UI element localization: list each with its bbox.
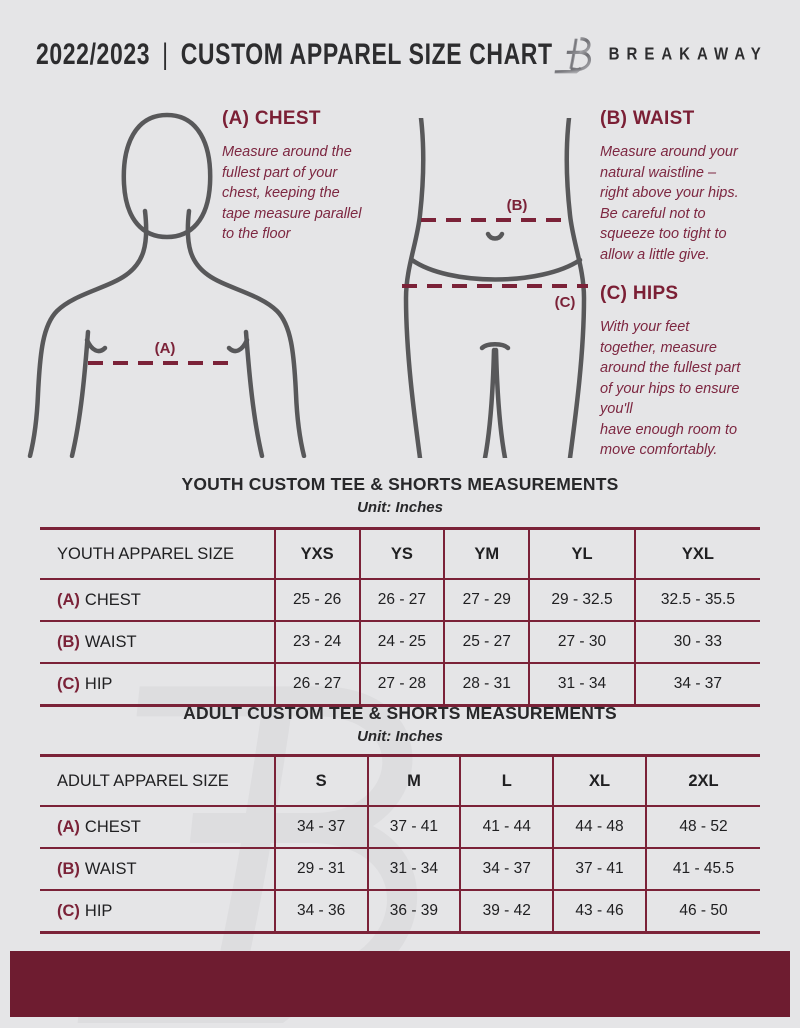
cell-value: 31 - 34 [528, 663, 635, 706]
cell-value: 31 - 34 [366, 848, 461, 890]
waist-body: Measure around your natural waistline – … [600, 144, 739, 263]
row-prefix: (B) [57, 859, 80, 878]
row-prefix: (C) [57, 674, 80, 693]
cell-value: 23 - 24 [273, 621, 360, 663]
adult-header-row: ADULT APPAREL SIZE S M L XL 2XL [40, 755, 760, 806]
adult-size-table: ADULT APPAREL SIZE S M L XL 2XL (A) CHEST… [40, 754, 760, 934]
brand-name: BREAKAWAY [608, 44, 768, 64]
row-prefix: (C) [57, 901, 80, 920]
upper-body-figure: (A) [27, 112, 307, 458]
hips-heading: (C) HIPS [600, 283, 679, 304]
row-prefix: (B) [57, 632, 80, 651]
cell-value: 34 - 36 [273, 890, 368, 933]
adult-table-unit: Unit: Inches [357, 728, 443, 745]
column-header-l: L [459, 755, 554, 806]
table-row-youth-waist: (B) WAIST 23 - 24 24 - 25 25 - 27 27 - 30… [40, 621, 760, 663]
waist-instruction: (B) WAIST Measure around your natural wa… [600, 108, 795, 265]
cell-value: 26 - 27 [358, 579, 445, 621]
figure-hips-label: (C) [555, 294, 576, 311]
cell-value: 37 - 41 [552, 848, 646, 890]
cell-value: 25 - 26 [273, 579, 360, 621]
column-header-m: M [366, 755, 461, 806]
column-header-2xl: 2XL [644, 755, 760, 806]
title-year: 2022/2023 [36, 36, 151, 70]
cell-value: 34 - 37 [633, 663, 760, 706]
row-label-text: CHEST [84, 590, 141, 609]
cell-value: 26 - 27 [273, 663, 360, 706]
cell-value: 24 - 25 [358, 621, 445, 663]
cell-value: 29 - 31 [273, 848, 368, 890]
cell-value: 29 - 32.5 [528, 579, 635, 621]
row-label-text: CHEST [84, 817, 141, 836]
chest-instruction: (A) CHEST Measure around the fullest par… [222, 108, 412, 245]
column-header-yl: YL [528, 528, 635, 579]
column-header-s: S [273, 755, 368, 806]
row-label: (B) WAIST [40, 848, 275, 890]
hips-body: With your feet together, measure around … [600, 319, 741, 459]
table-row-youth-chest: (A) CHEST 25 - 26 26 - 27 27 - 29 29 - 32… [40, 579, 760, 621]
youth-size-table: YOUTH APPAREL SIZE YXS YS YM YL YXL (A) C… [40, 527, 760, 707]
column-header-yxs: YXS [273, 528, 360, 579]
column-header-ys: YS [358, 528, 445, 579]
cell-value: 27 - 30 [528, 621, 635, 663]
footer-bar [10, 951, 790, 1017]
cell-value: 41 - 44 [459, 806, 554, 848]
row-label-text: HIP [84, 901, 113, 920]
row-label: (C) HIP [40, 663, 275, 706]
title-text: CUSTOM APPAREL SIZE CHART [180, 36, 553, 70]
header: 2022/2023 | CUSTOM APPAREL SIZE CHART BREA… [36, 28, 766, 80]
figure-waist-label: (B) [507, 197, 528, 214]
cell-value: 48 - 52 [644, 806, 760, 848]
youth-header-row: YOUTH APPAREL SIZE YXS YS YM YL YXL [40, 528, 760, 579]
cell-value: 41 - 45.5 [644, 848, 760, 890]
youth-table-title: YOUTH CUSTOM TEE & SHORTS MEASUREMENTS [181, 474, 619, 494]
row-label-text: HIP [84, 674, 113, 693]
cell-value: 36 - 39 [366, 890, 461, 933]
youth-table-unit: Unit: Inches [357, 499, 443, 516]
figure-chest-label: (A) [155, 340, 176, 357]
cell-value: 32.5 - 35.5 [633, 579, 760, 621]
cell-value: 25 - 27 [443, 621, 530, 663]
row-label-text: WAIST [84, 632, 137, 651]
table-row-adult-hip: (C) HIP 34 - 36 36 - 39 39 - 42 43 - 46 4… [40, 890, 760, 933]
row-prefix: (A) [57, 817, 80, 836]
cell-value: 39 - 42 [459, 890, 554, 933]
hips-instruction: (C) HIPS With your feet together, measur… [600, 283, 795, 461]
column-header-adult-size: ADULT APPAREL SIZE [57, 771, 229, 790]
cell-value: 37 - 41 [366, 806, 461, 848]
table-row-youth-hip: (C) HIP 26 - 27 27 - 28 28 - 31 31 - 34 3… [40, 663, 760, 706]
cell-value: 46 - 50 [644, 890, 760, 933]
row-label: (A) CHEST [40, 579, 275, 621]
cell-value: 34 - 37 [459, 848, 554, 890]
chest-body: Measure around the fullest part of your … [222, 144, 362, 243]
column-header-xl: XL [552, 755, 646, 806]
cell-value: 27 - 29 [443, 579, 530, 621]
column-header-youth-size: YOUTH APPAREL SIZE [57, 544, 234, 563]
cell-value: 27 - 28 [358, 663, 445, 706]
lower-body-figure: (B) (C) [402, 118, 588, 458]
column-header-ym: YM [443, 528, 530, 579]
row-label: (B) WAIST [40, 621, 275, 663]
title-separator: | [162, 36, 169, 70]
row-label-text: WAIST [84, 859, 137, 878]
row-label: (A) CHEST [40, 806, 275, 848]
cell-value: 34 - 37 [273, 806, 368, 848]
chest-heading: (A) CHEST [222, 108, 321, 129]
column-header-yxl: YXL [633, 528, 760, 579]
page-title: 2022/2023 | CUSTOM APPAREL SIZE CHART [36, 37, 553, 72]
breakaway-logo-icon [553, 33, 599, 76]
brand-block: BREAKAWAY [553, 33, 768, 76]
row-prefix: (A) [57, 590, 80, 609]
row-label: (C) HIP [40, 890, 275, 933]
table-row-adult-chest: (A) CHEST 34 - 37 37 - 41 41 - 44 44 - 48… [40, 806, 760, 848]
adult-table-title: ADULT CUSTOM TEE & SHORTS MEASUREMENTS [183, 703, 617, 723]
table-row-adult-waist: (B) WAIST 29 - 31 31 - 34 34 - 37 37 - 41… [40, 848, 760, 890]
waist-heading: (B) WAIST [600, 108, 695, 129]
cell-value: 44 - 48 [552, 806, 646, 848]
cell-value: 28 - 31 [443, 663, 530, 706]
cell-value: 30 - 33 [633, 621, 760, 663]
cell-value: 43 - 46 [552, 890, 646, 933]
